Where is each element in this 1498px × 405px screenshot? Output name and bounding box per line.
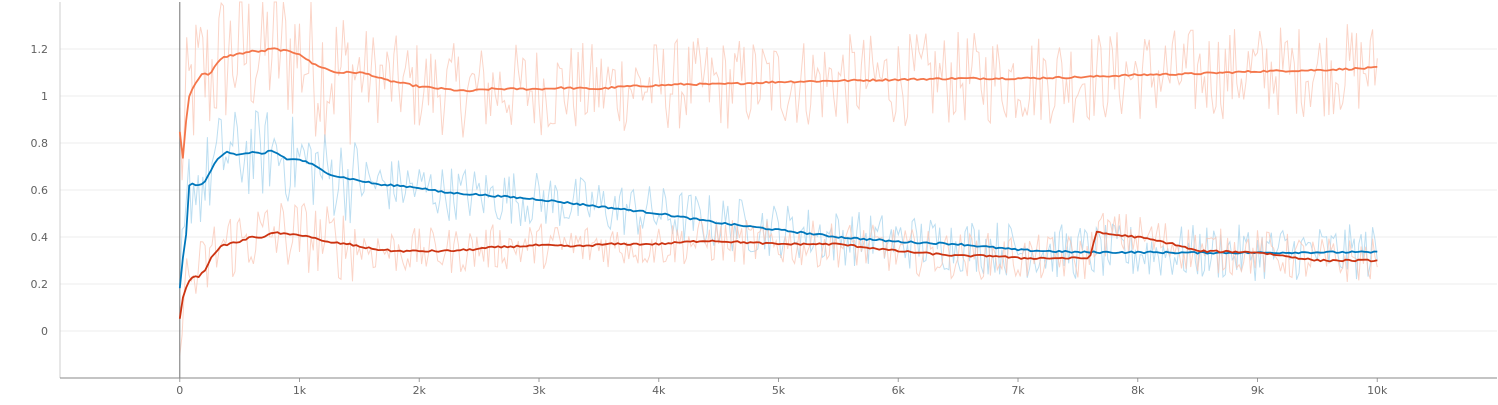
y-tick-label-0: 0 bbox=[41, 325, 48, 338]
x-tick-label-2: 2k bbox=[413, 384, 427, 397]
x-tick-label-9: 9k bbox=[1251, 384, 1265, 397]
raw-series-2 bbox=[179, 202, 1378, 356]
grid-layer bbox=[60, 48, 1497, 332]
raw-series-0 bbox=[179, 1, 1378, 181]
y-tick-label-6: 1.2 bbox=[31, 43, 49, 56]
x-tick-label-1: 1k bbox=[293, 384, 307, 397]
series-line-0 bbox=[178, 47, 1378, 159]
x-tick-label-6: 6k bbox=[892, 384, 906, 397]
y-tick-label-5: 1 bbox=[41, 90, 48, 103]
x-tick-label-4: 4k bbox=[652, 384, 666, 397]
y-tick-label-1: 0.2 bbox=[31, 278, 49, 291]
tick-label-layer: 0 0.2 0.4 0.6 0.8 1 1.2 0 1k 2k 3k 4k 5k 6k 7k 8k 9k 10k bbox=[31, 43, 1389, 397]
x-tick-label-0: 0 bbox=[176, 384, 183, 397]
x-tick-label-10: 10k bbox=[1367, 384, 1388, 397]
x-tick-label-8: 8k bbox=[1131, 384, 1145, 397]
y-tick-label-2: 0.4 bbox=[31, 231, 49, 244]
raw-series-layer bbox=[179, 1, 1378, 356]
y-tick-label-4: 0.8 bbox=[31, 137, 49, 150]
x-tick-label-3: 3k bbox=[532, 384, 546, 397]
y-tick-label-3: 0.6 bbox=[31, 184, 49, 197]
series-line-1 bbox=[178, 149, 1378, 289]
raw-series-1 bbox=[179, 109, 1378, 281]
smoothed-series-layer bbox=[178, 47, 1378, 319]
x-tick-label-7: 7k bbox=[1011, 384, 1025, 397]
series-line-2 bbox=[178, 230, 1378, 319]
x-tick-label-5: 5k bbox=[772, 384, 786, 397]
